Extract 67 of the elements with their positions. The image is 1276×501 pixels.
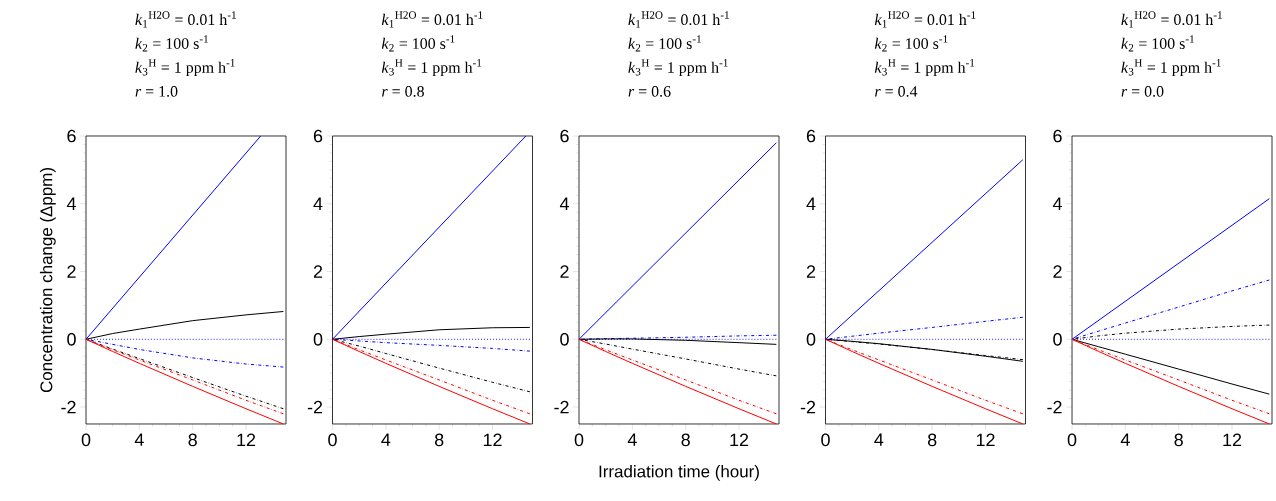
y-tick-label: -2 [800,400,816,414]
text: k$_{2}$ = 100 s$^{-1}$ [1121,35,1194,52]
x-tick-label: 0 [1067,433,1077,447]
x-tick-label: 12 [237,433,256,447]
x-tick-label: 0 [821,433,830,447]
y-tick-label: 4 [559,197,569,210]
chart-title: r = 0.4 [875,86,918,97]
y-axis-title: Concentration change (Δppm) [39,168,56,393]
y-tick-label: 4 [1052,197,1062,210]
y-tick-label: 6 [560,129,569,143]
x-tick-label: 8 [927,433,937,447]
x-tick-label: 4 [1120,433,1130,446]
y-tick-label: 0 [67,332,76,346]
x-tick-label: 0 [574,433,584,447]
text: k$_{2}$ = 100 s$^{-1}$ [135,35,208,52]
y-tick-label: 2 [313,265,323,278]
x-tick-label: 8 [188,433,197,447]
text: k$_{2}$ = 100 s$^{-1}$ [874,35,948,52]
y-tick-label: 6 [806,129,816,143]
x-tick-label: 12 [976,433,995,447]
text: k$_{1}$$^{H2O}$ = 0.01 h$^{-1}$ [874,11,976,28]
x-tick-label: 0 [81,433,91,447]
y-tick-label: 6 [1053,129,1062,143]
x-tick-label: 4 [381,433,391,446]
y-tick-label: 6 [67,129,76,143]
text: k$_{1}$$^{H2O}$ = 0.01 h$^{-1}$ [381,11,483,28]
y-tick-label: 4 [313,197,323,210]
y-tick-label: 4 [806,197,816,210]
y-tick-label: -2 [1047,400,1062,414]
y-tick-label: 0 [313,332,323,346]
y-tick-label: 0 [560,332,569,346]
text: k$_{2}$ = 100 s$^{-1}$ [628,35,701,52]
x-tick-label: 4 [874,433,884,446]
x-tick-label: 12 [483,433,502,447]
y-tick-label: -2 [61,400,76,414]
y-tick-label: -2 [554,400,569,414]
x-tick-label: 8 [681,433,690,447]
y-tick-label: 4 [66,197,76,210]
y-tick-label: 2 [560,265,569,278]
y-tick-label: 0 [806,332,816,346]
x-tick-label: 4 [627,433,637,446]
x-tick-label: 4 [134,433,144,446]
chart-title: r = 0.0 [1121,86,1164,97]
text: k$_{1}$$^{H2O}$ = 0.01 h$^{-1}$ [1121,11,1222,28]
x-tick-label: 0 [328,433,337,447]
text: k$_{3}$$^{H}$ = 1 ppm h$^{-1}$ [874,59,975,77]
y-tick-label: -2 [307,400,323,414]
text: k$_{3}$$^{H}$ = 1 ppm h$^{-1}$ [628,59,728,77]
y-tick-label: 0 [1053,332,1062,346]
text: k$_{1}$$^{H2O}$ = 0.01 h$^{-1}$ [628,11,729,28]
text: k$_{1}$$^{H2O}$ = 0.01 h$^{-1}$ [135,11,236,28]
text: k$_{3}$$^{H}$ = 1 ppm h$^{-1}$ [1121,59,1221,77]
chart-title: r = 0.6 [628,86,671,97]
y-tick-label: 2 [806,265,816,278]
y-tick-label: 2 [67,265,76,278]
x-tick-label: 8 [1174,433,1183,447]
chart-title: r = 0.8 [382,86,424,97]
text: k$_{3}$$^{H}$ = 1 ppm h$^{-1}$ [381,59,482,77]
chart-title: r = 1.0 [135,86,178,97]
x-axis-title: Irradiation time (hour) [599,465,759,481]
y-tick-label: 2 [1053,265,1062,278]
x-tick-label: 8 [434,433,444,447]
x-tick-label: 12 [730,433,749,447]
text: k$_{2}$ = 100 s$^{-1}$ [381,35,455,52]
x-tick-label: 12 [1223,433,1242,447]
text: k$_{3}$$^{H}$ = 1 ppm h$^{-1}$ [135,59,235,77]
y-tick-label: 6 [313,129,323,143]
